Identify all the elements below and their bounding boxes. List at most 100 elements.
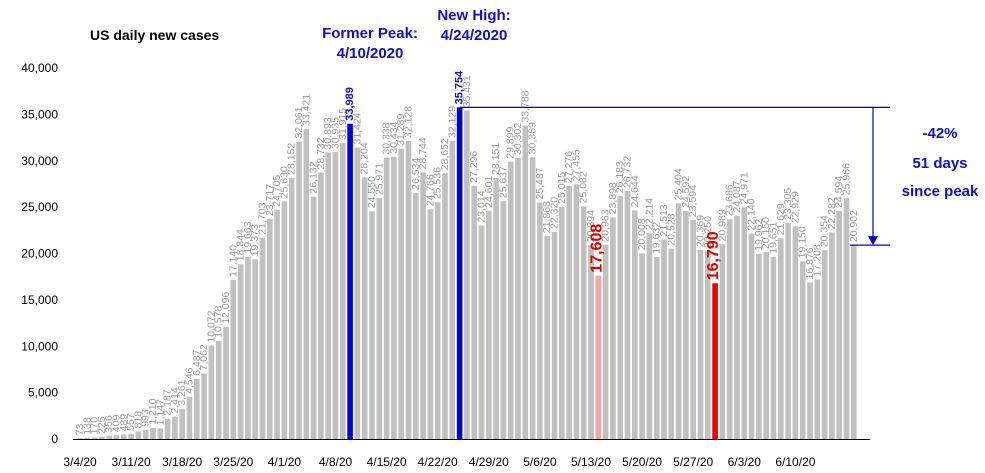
- bar: [544, 236, 550, 439]
- former-peak-annotation-line2: 4/10/2020: [337, 45, 404, 62]
- bar: [121, 434, 127, 439]
- x-tick-label: 4/22/20: [418, 455, 458, 469]
- bar: [770, 256, 777, 439]
- bar: [172, 416, 178, 439]
- data-label: 19,651: [768, 221, 780, 253]
- y-tick-label: 35,000: [21, 107, 58, 121]
- x-axis-tick-labels: 3/4/20 3/11/20 3/18/20 3/25/20 4/1/20 4/8/20 4…: [63, 455, 815, 469]
- bar: [748, 233, 755, 439]
- bar: [434, 202, 441, 439]
- data-label: 33,421: [300, 94, 312, 126]
- data-label: 23,014: [476, 190, 488, 222]
- bar: [164, 418, 171, 439]
- data-label: 25,536: [432, 167, 444, 199]
- bar: [84, 437, 91, 439]
- data-label: 27,455: [570, 149, 582, 181]
- bar: [821, 250, 828, 439]
- data-label: 24,087: [731, 180, 743, 212]
- data-label: 23,898: [607, 182, 619, 214]
- x-tick-label: 3/25/20: [213, 455, 253, 469]
- bar: [478, 225, 485, 439]
- bar: [150, 427, 156, 439]
- data-label: 10,578: [213, 306, 225, 338]
- data-label: 20,528: [665, 213, 677, 245]
- data-label: 30,434: [388, 121, 400, 153]
- bar: [267, 219, 273, 439]
- y-tick-label: 20,000: [21, 247, 58, 261]
- x-tick-label: 5/6/20: [523, 455, 557, 469]
- data-label: 27,276: [563, 151, 575, 183]
- data-label: 16,876: [804, 247, 816, 279]
- data-label: 225: [96, 416, 108, 434]
- bar: [741, 207, 748, 439]
- data-label: 73: [74, 423, 86, 435]
- data-label: 30,338: [381, 122, 393, 154]
- data-label: 31,289: [395, 114, 407, 146]
- data-label: 21,868: [541, 201, 553, 233]
- data-label: 28,744: [417, 137, 429, 169]
- y-tick-label: 5,000: [28, 386, 58, 400]
- data-label: 25,404: [673, 168, 685, 200]
- bar: [142, 429, 149, 439]
- bar: [383, 157, 390, 439]
- bar: [486, 210, 492, 439]
- bar: [697, 250, 704, 439]
- bar: [310, 196, 317, 439]
- data-label: 24,766: [424, 174, 436, 206]
- bar: [354, 147, 361, 439]
- bar: [237, 264, 244, 439]
- bar: [683, 210, 689, 439]
- data-label: 24,971: [738, 172, 750, 204]
- data-label: 22,929: [789, 191, 801, 223]
- bar: [843, 198, 850, 439]
- data-label: 24,550: [366, 176, 378, 208]
- bars: [77, 107, 857, 440]
- data-label: 170: [89, 417, 101, 435]
- data-label: 24,705: [271, 175, 283, 207]
- bar: [464, 110, 470, 439]
- data-label: 20,989: [716, 209, 728, 241]
- data-label: 28,732: [315, 137, 327, 169]
- data-label: 3,261: [176, 379, 188, 405]
- data-label: 1,147: [154, 399, 166, 425]
- x-tick-label: 3/18/20: [162, 455, 202, 469]
- data-label: 35,431: [461, 75, 473, 107]
- data-label: 25,487: [534, 167, 546, 199]
- data-label: 24,592: [680, 176, 692, 208]
- bar: [245, 256, 251, 439]
- bar: [113, 435, 120, 439]
- bar: [91, 437, 98, 439]
- bar: [493, 177, 499, 439]
- bar: [413, 192, 419, 439]
- bar: [223, 326, 229, 439]
- bar: [369, 211, 375, 439]
- bar: [573, 184, 580, 439]
- data-label: 28,204: [359, 142, 371, 174]
- bar: [398, 148, 404, 439]
- data-label: 19,663: [242, 221, 254, 253]
- data-label: 24,644: [629, 175, 641, 207]
- bar: [500, 201, 507, 439]
- data-label: 409: [111, 415, 123, 433]
- data-label: 25,637: [497, 166, 509, 198]
- bar: [515, 157, 521, 439]
- peak-data-label: 33,989: [344, 87, 356, 121]
- bar: [128, 433, 134, 439]
- bar: [391, 156, 397, 439]
- bar: [719, 244, 726, 439]
- x-tick-label: 5/20/20: [622, 455, 662, 469]
- x-tick-label: 5/13/20: [571, 455, 611, 469]
- bar: [814, 279, 821, 439]
- x-tick-label: 4/15/20: [367, 455, 407, 469]
- bar: [537, 202, 543, 439]
- bar: [617, 196, 623, 439]
- bar: [325, 152, 331, 440]
- data-label: 25,082: [578, 171, 590, 203]
- low-data-label: 17,608: [588, 224, 605, 273]
- data-label: 818: [132, 411, 144, 429]
- peak-data-label: 35,754: [454, 70, 466, 105]
- bar: [471, 185, 477, 439]
- low-data-label: 16,790: [705, 231, 722, 280]
- data-label: 30,302: [512, 123, 524, 155]
